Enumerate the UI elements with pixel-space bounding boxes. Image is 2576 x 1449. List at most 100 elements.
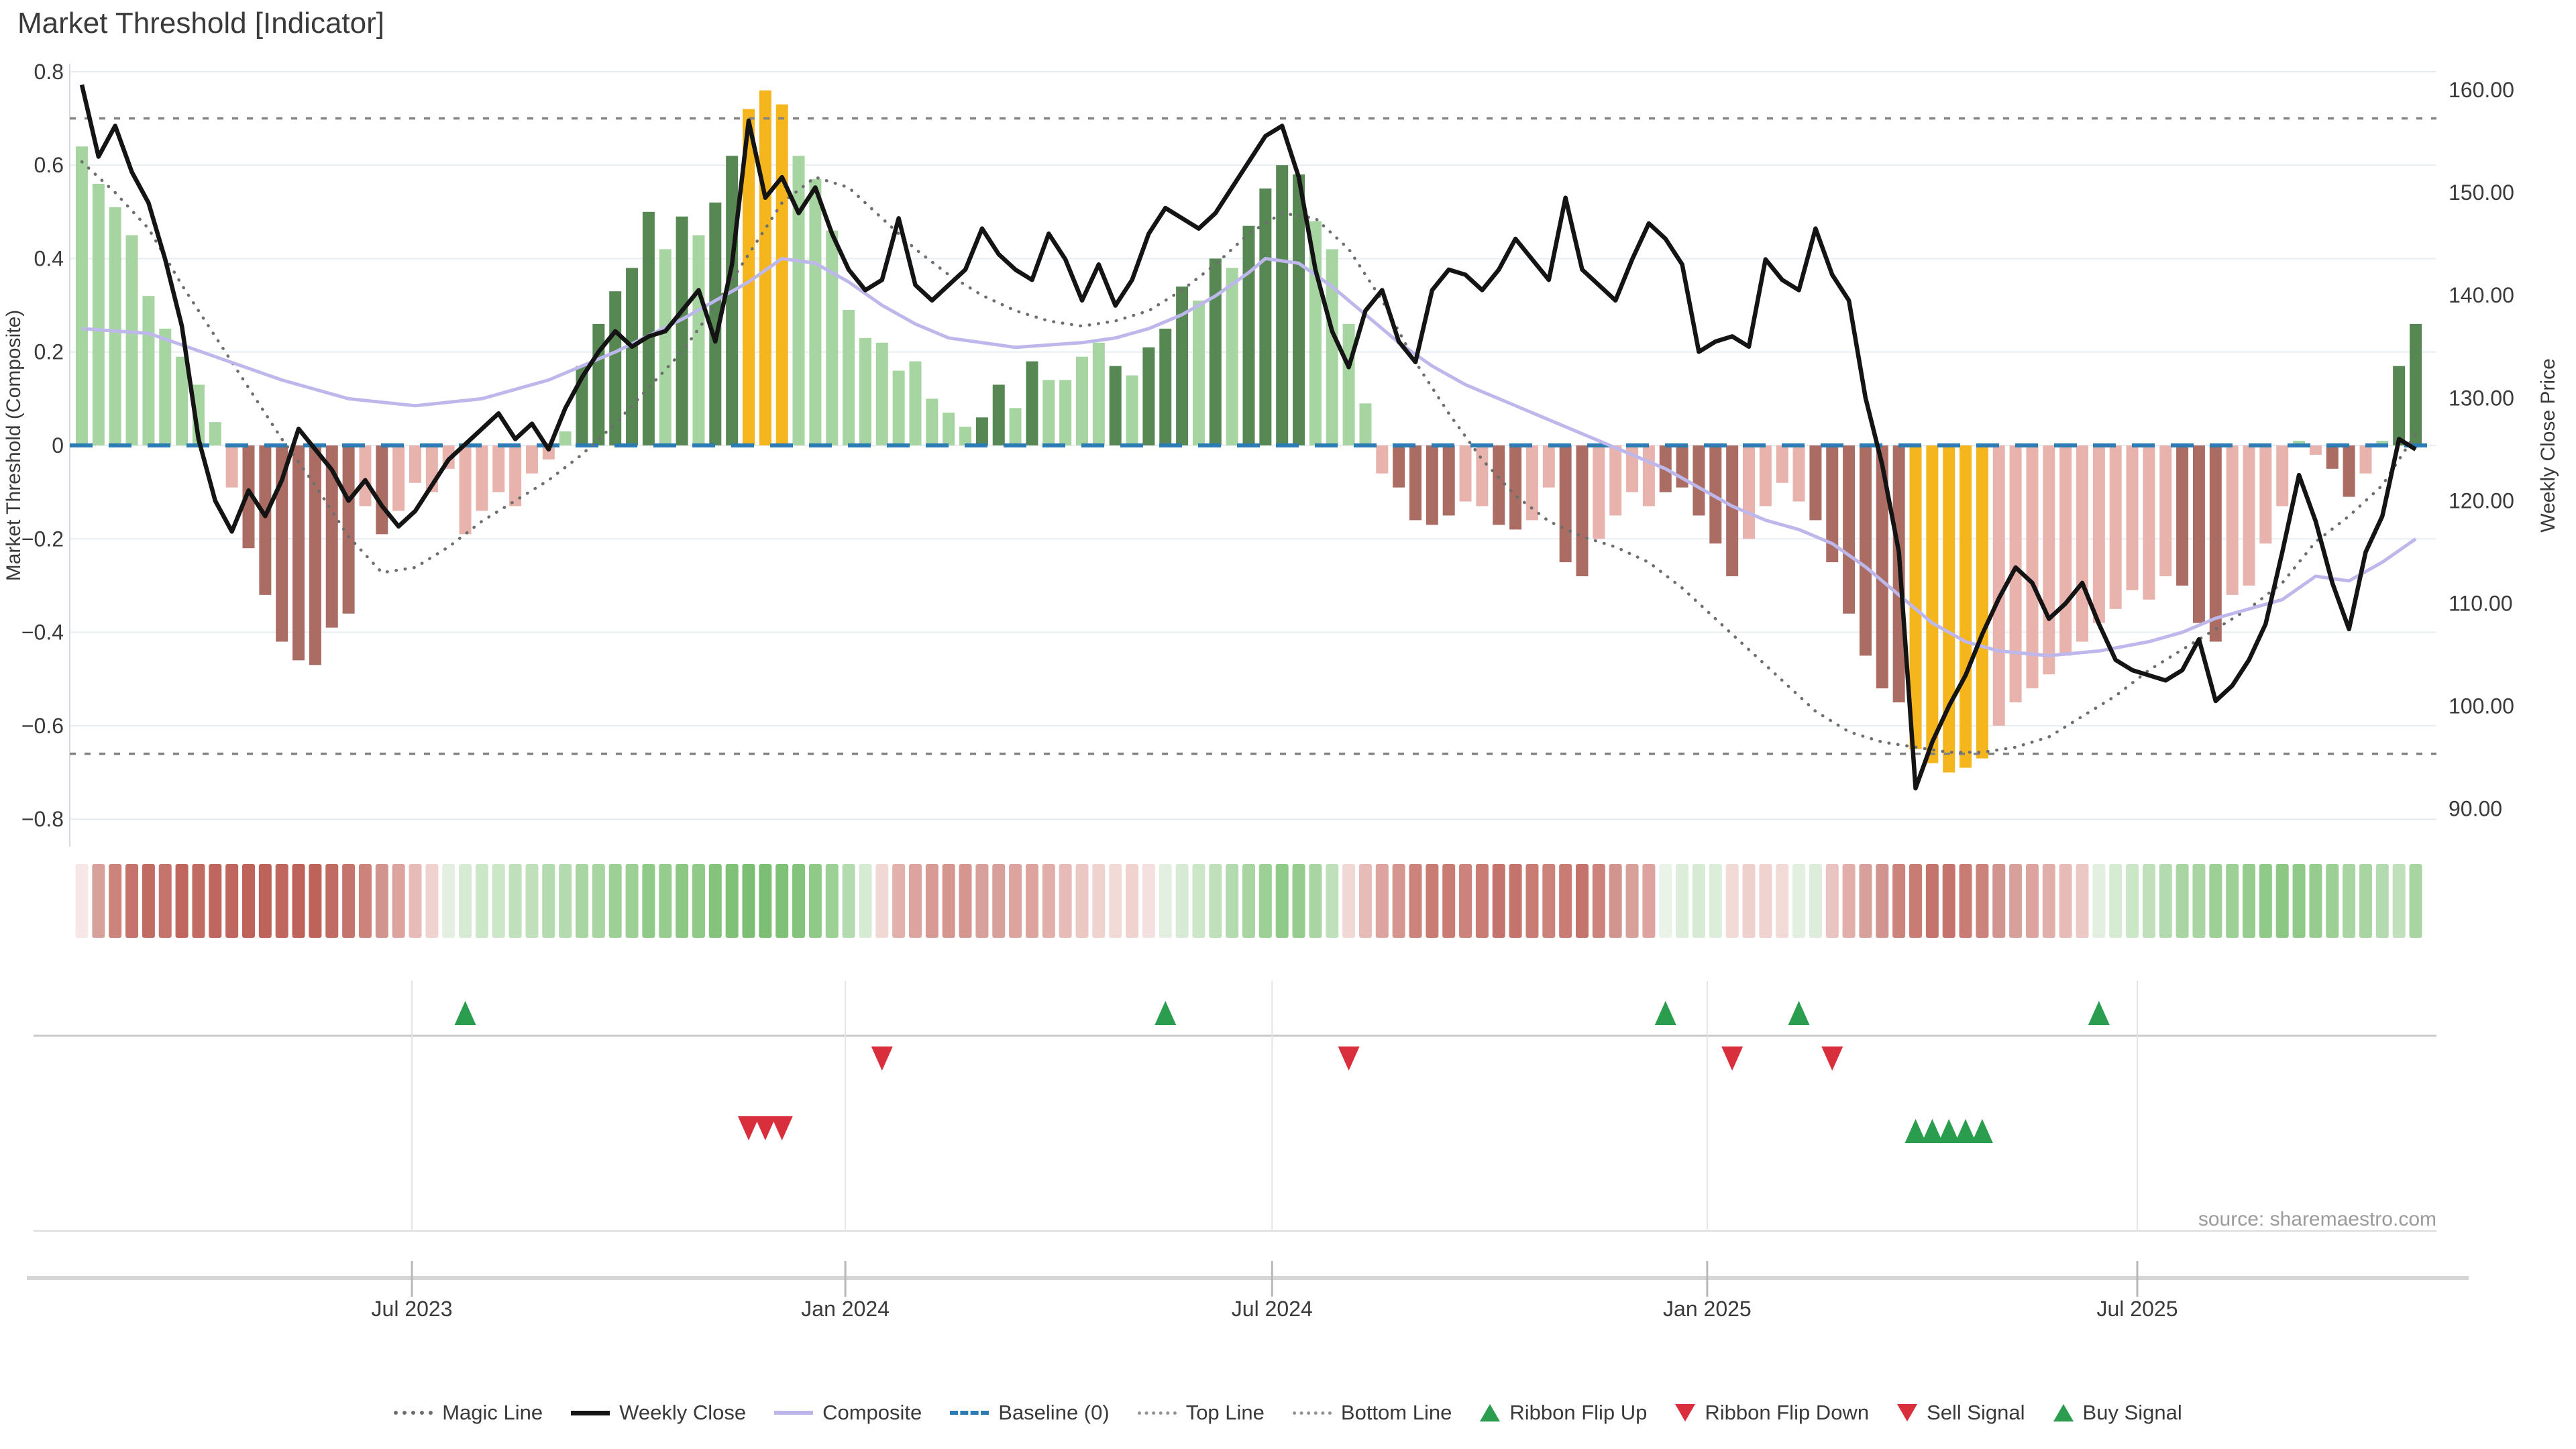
indicator-bar xyxy=(1026,361,1038,445)
sell-signal-marker xyxy=(738,1116,759,1140)
source-note: source: sharemaestro.com xyxy=(2198,1208,2436,1230)
ribbon-flip-down-marker xyxy=(1721,1046,1743,1071)
sell-signal-marker xyxy=(771,1116,793,1140)
ribbon-flip-up-marker xyxy=(454,1001,476,1025)
y-axis-left-tick-label: 0.4 xyxy=(34,246,64,270)
indicator-bar xyxy=(2410,323,2422,445)
ribbon-cell xyxy=(1409,864,1422,938)
legend-item: Top Line xyxy=(1137,1401,1265,1425)
indicator-bar xyxy=(1926,445,1939,763)
ribbon-cell xyxy=(1909,864,1922,938)
indicator-bar xyxy=(992,384,1005,445)
indicator-bar xyxy=(709,202,722,445)
indicator-bar xyxy=(943,413,955,445)
y-axis-right-tick-label: 150.00 xyxy=(2449,180,2514,205)
ribbon-cell xyxy=(1825,864,1839,938)
ribbon-cell xyxy=(1976,864,1989,938)
page-title: Market Threshold [Indicator] xyxy=(17,7,384,40)
ribbon-cell xyxy=(309,864,322,938)
indicator-bar xyxy=(626,268,639,445)
indicator-bar xyxy=(1876,445,1888,689)
ribbon-cell xyxy=(2126,864,2139,938)
legend-label: Bottom Line xyxy=(1340,1401,1452,1424)
ribbon-cell xyxy=(942,864,955,938)
indicator-bar xyxy=(1442,445,1455,516)
ribbon-cell xyxy=(2209,864,2222,938)
ribbon-cell xyxy=(909,864,922,938)
x-axis-tick-label: Jan 2024 xyxy=(801,1297,890,1321)
legend-label: Ribbon Flip Down xyxy=(1705,1401,1870,1424)
ribbon-cell xyxy=(1442,864,1456,938)
ribbon-flip-down-marker xyxy=(871,1046,893,1071)
indicator-bar xyxy=(176,356,189,445)
ribbon-cell xyxy=(1126,864,1139,938)
legend-label: Baseline (0) xyxy=(998,1401,1110,1424)
ribbon-cell xyxy=(2142,864,2155,938)
indicator-bar xyxy=(559,431,572,445)
ribbon-cell xyxy=(2326,864,2339,938)
legend-item: Ribbon Flip Up xyxy=(1480,1401,1647,1425)
indicator-bar xyxy=(292,445,305,661)
weekly-close-line xyxy=(79,84,2417,791)
legend-item: Baseline (0) xyxy=(950,1401,1110,1425)
y-axis-left-title: Market Threshold (Composite) xyxy=(3,310,25,582)
ribbon-cell xyxy=(375,864,388,938)
ribbon-cell xyxy=(775,864,789,938)
ribbon-cell xyxy=(2176,864,2189,938)
ribbon-cell xyxy=(542,864,555,938)
indicator-bar xyxy=(2259,445,2272,544)
indicator-bar xyxy=(2243,445,2255,586)
line-sample-icon xyxy=(1137,1411,1177,1415)
indicator-bar xyxy=(1493,445,1505,525)
ribbon-cell xyxy=(1392,864,1405,938)
legend-label: Buy Signal xyxy=(2082,1401,2182,1424)
indicator-bar xyxy=(1159,328,1172,445)
indicator-bar xyxy=(2043,445,2055,675)
ribbon-flip-down-marker xyxy=(1821,1046,1843,1071)
ribbon-cell xyxy=(1275,864,1289,938)
ribbon-cell xyxy=(1709,864,1722,938)
indicator-bar xyxy=(159,328,172,445)
indicator-bar xyxy=(2192,445,2205,623)
indicator-bar xyxy=(525,445,538,474)
ribbon-cell xyxy=(1509,864,1522,938)
indicator-bar xyxy=(476,445,488,511)
buy-signal-marker xyxy=(1938,1119,1960,1143)
indicator-bar xyxy=(1943,445,1955,773)
line-sample-icon xyxy=(950,1411,989,1415)
y-axis-left-tick-label: 0.8 xyxy=(34,60,64,84)
legend-item: Sell Signal xyxy=(1897,1401,2025,1425)
ribbon-cell xyxy=(1876,864,1889,938)
indicator-bar xyxy=(1209,258,1222,445)
indicator-bar xyxy=(125,235,138,445)
indicator-bar xyxy=(609,291,622,445)
legend-item: Weekly Close xyxy=(571,1401,746,1425)
legend-label: Weekly Close xyxy=(619,1401,747,1424)
ribbon-cell xyxy=(92,864,105,938)
indicator-bar xyxy=(1293,174,1305,445)
indicator-bar xyxy=(1726,445,1739,576)
ribbon-cell xyxy=(1292,864,1305,938)
ribbon-cell xyxy=(1258,864,1272,938)
ribbon-cell xyxy=(1842,864,1856,938)
indicator-bar xyxy=(1776,445,1788,483)
legend-label: Sell Signal xyxy=(1927,1401,2025,1424)
ribbon-cell xyxy=(692,864,705,938)
indicator-bar xyxy=(1092,342,1105,445)
indicator-bar xyxy=(409,445,421,483)
ribbon-cell xyxy=(608,864,622,938)
indicator-bar xyxy=(2126,445,2139,590)
y-axis-right-tick-label: 140.00 xyxy=(2449,283,2514,307)
indicator-bar xyxy=(1359,403,1372,445)
ribbon-cell xyxy=(825,864,839,938)
ribbon-cell xyxy=(2409,864,2422,938)
indicator-bar xyxy=(109,207,121,445)
indicator-bar xyxy=(2309,445,2322,455)
ribbon-cell xyxy=(892,864,906,938)
ribbon-cell xyxy=(1459,864,1472,938)
ribbon-cell xyxy=(1492,864,1505,938)
indicator-bar xyxy=(1109,366,1122,445)
ribbon-cell xyxy=(1592,864,1605,938)
indicator-bar xyxy=(2076,445,2088,642)
indicator-bar xyxy=(2376,441,2389,445)
